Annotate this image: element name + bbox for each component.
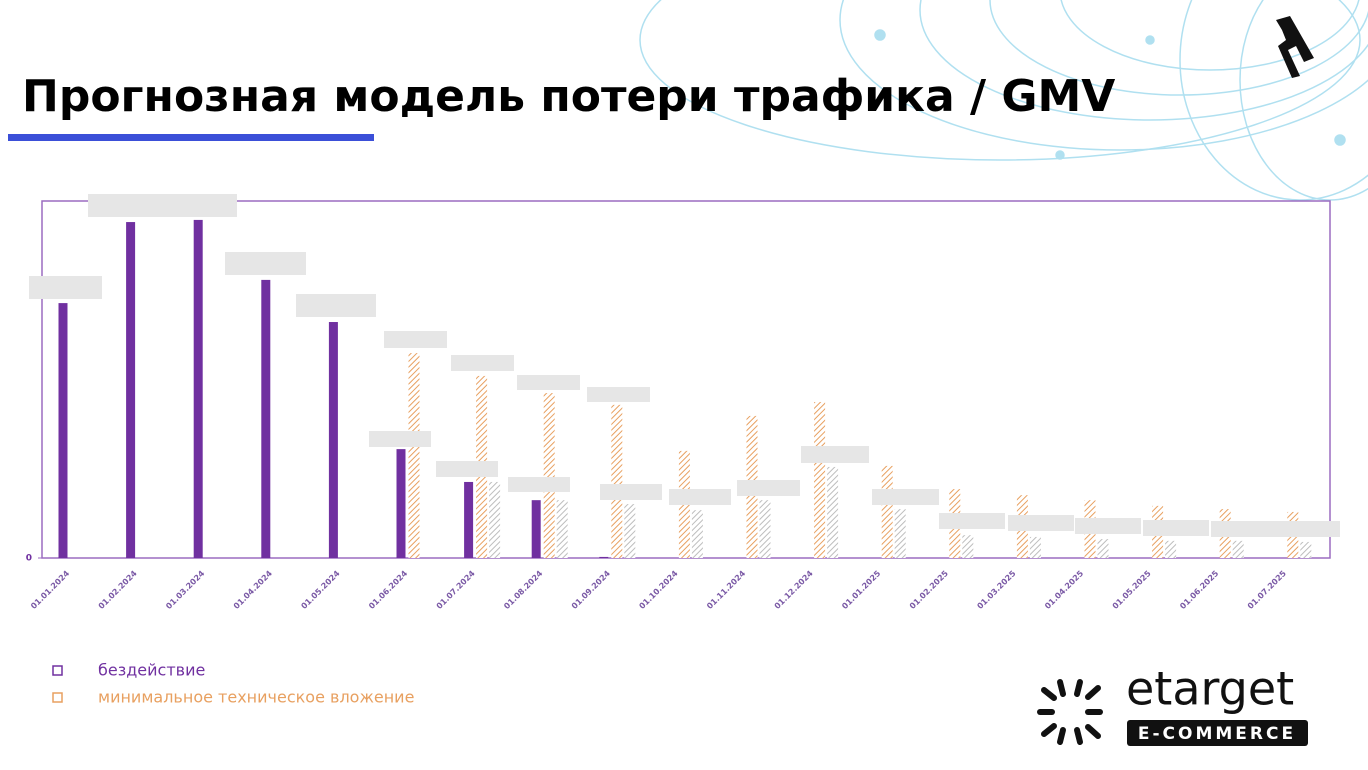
y-tick-label: 0	[26, 554, 32, 564]
x-tick-label: 01.01.2025	[840, 569, 882, 611]
bar	[894, 509, 906, 558]
x-tick-label: 01.05.2025	[1111, 569, 1153, 611]
bar	[261, 279, 271, 558]
x-tick-label: 01.12.2024	[773, 569, 815, 611]
x-tick-label: 01.08.2024	[502, 569, 544, 611]
legend: бездействие минимальное техническое вложе…	[52, 661, 414, 707]
bar	[1300, 541, 1312, 558]
x-tick-label: 01.09.2024	[570, 569, 612, 611]
x-tick-label: 01.02.2025	[908, 569, 950, 611]
decor-swirls	[639, 0, 1368, 201]
bar	[599, 556, 609, 558]
brand-name: etarget	[1126, 662, 1294, 716]
bar	[464, 481, 474, 558]
legend-marker	[52, 665, 63, 676]
slide-title: Прогнозная модель потери трафика / GMV	[22, 71, 1115, 122]
x-tick-label: 01.07.2024	[435, 569, 477, 611]
bar	[962, 535, 974, 558]
bar	[543, 393, 555, 558]
bar	[126, 222, 136, 559]
bar	[328, 322, 338, 558]
bar	[489, 481, 501, 558]
bar	[556, 500, 568, 558]
bar	[624, 504, 636, 558]
x-tick-label: 01.07.2025	[1246, 569, 1288, 611]
brand-tagline: E-COMMERCE	[1138, 724, 1296, 744]
bar	[408, 353, 420, 558]
bar	[396, 449, 406, 558]
bar	[881, 465, 893, 558]
bar	[193, 219, 203, 558]
bar	[531, 500, 541, 558]
legend-marker	[52, 692, 63, 703]
x-tick-label: 01.05.2024	[299, 569, 341, 611]
x-tick-label: 01.04.2024	[232, 569, 274, 611]
x-tick-label: 01.03.2025	[975, 569, 1017, 611]
x-tick-label: 01.06.2024	[367, 569, 409, 611]
bar	[58, 303, 68, 558]
bar	[1165, 540, 1177, 558]
bar	[1029, 536, 1041, 558]
x-tick-label: 01.04.2025	[1043, 569, 1085, 611]
redactions	[29, 194, 1340, 537]
bar	[1097, 539, 1109, 558]
legend-label: бездействие	[98, 661, 205, 680]
bar	[759, 500, 771, 558]
x-tick-label: 01.06.2025	[1178, 569, 1220, 611]
corner-logo	[1276, 16, 1314, 78]
bar	[814, 401, 826, 558]
x-tick-label: 01.03.2024	[164, 569, 206, 611]
brand-logo: etarget E-COMMERCE	[1037, 662, 1308, 746]
bar	[827, 466, 839, 558]
title-underline	[8, 134, 374, 141]
legend-label: минимальное техническое вложение	[98, 688, 414, 707]
x-tick-label: 01.10.2024	[637, 569, 679, 611]
plot: 0 01.01.2024 01.02.2024 01.03.2024 01.04.202…	[26, 219, 1312, 611]
x-tick-label: 01.01.2024	[29, 569, 71, 611]
x-tick-label: 01.11.2024	[705, 569, 747, 611]
bar	[691, 510, 703, 558]
bar	[1232, 540, 1244, 558]
x-tick-label: 01.02.2024	[97, 569, 139, 611]
bar	[611, 404, 623, 558]
